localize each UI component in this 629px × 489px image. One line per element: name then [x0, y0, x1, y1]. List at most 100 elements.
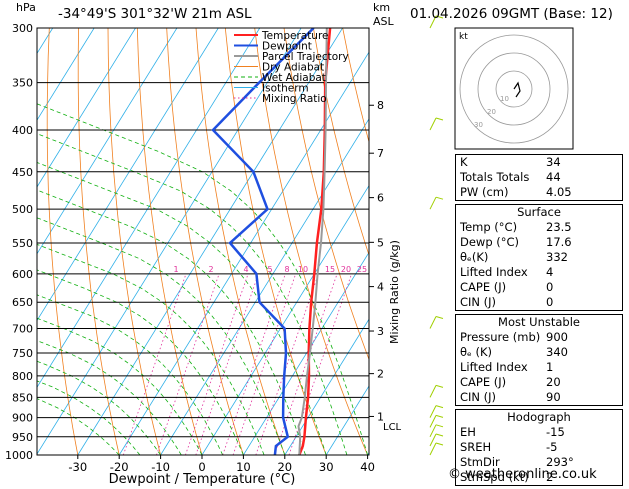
surface-value: 17.6	[546, 235, 572, 249]
most-unstable-label: Lifted Index	[460, 360, 528, 374]
wind-barb	[429, 405, 437, 418]
temperature-tick-label: 20	[277, 460, 292, 474]
hodograph: kt 10 20 30	[454, 27, 574, 150]
most-unstable-label: CAPE (J)	[460, 375, 507, 389]
wet-adiabat-line	[37, 294, 224, 455]
temperature-tick-label: 0	[198, 460, 205, 474]
wind-barb-feather	[435, 15, 444, 19]
mixing-ratio-label: 8	[284, 265, 289, 274]
dewpoint-curve	[211, 28, 315, 455]
surface-value: 0	[546, 295, 554, 309]
surface-row: Dewp (°C) 17.6	[456, 235, 622, 250]
legend-item: Temperature	[261, 30, 329, 42]
hodograph-label: StmDir	[460, 455, 500, 469]
surface-value: 23.5	[546, 220, 572, 234]
index-row: K 34	[456, 155, 622, 170]
indices-panel: K 34 Totals Totals 44 PW (cm) 4.05 Surface Te…	[455, 154, 623, 489]
wind-barb-feather	[435, 424, 444, 428]
mixing-ratio-label: 2	[208, 265, 213, 274]
wind-barb	[429, 117, 437, 131]
skewt-grid	[0, 28, 369, 455]
surface-box: Surface Temp (°C) 23.5 Dewp (°C) 17.6 θₑ(K) 3…	[455, 204, 623, 311]
km-label: km	[373, 1, 391, 14]
index-label: Totals Totals	[460, 170, 530, 184]
hodograph-frame	[454, 27, 574, 150]
parcel-trajectory-curve	[297, 28, 328, 455]
surface-label: CIN (J)	[460, 295, 497, 309]
dry-adiabat-line	[313, 28, 369, 257]
skewt-axes: 3003504004505005506006507007508008509009…	[5, 22, 402, 486]
most-unstable-title: Most Unstable	[498, 315, 580, 329]
legend-item: Isotherm	[262, 83, 309, 95]
wind-barb	[429, 385, 437, 398]
most-unstable-label: θₑ (K)	[460, 345, 493, 359]
most-unstable-box: Most Unstable Pressure (mb) 900 θₑ (K) 340 L…	[455, 314, 623, 406]
most-unstable-value: 20	[546, 375, 561, 389]
temperature-tick-label: 40	[360, 460, 375, 474]
surface-row: θₑ(K) 332	[456, 250, 622, 265]
wind-barb-feather	[435, 316, 444, 319]
footer-credit: © weatheronline.co.uk	[448, 467, 597, 482]
mixing-ratio-line	[222, 273, 286, 455]
mixing-ratio-line	[195, 273, 259, 455]
pressure-tick-label: 650	[12, 296, 33, 309]
km-tick-label: 8	[377, 99, 384, 112]
isotherm-line	[0, 28, 11, 455]
pressure-tick-label: 400	[12, 124, 33, 137]
wind-barb-feather	[435, 405, 444, 409]
pressure-tick-label: 900	[12, 412, 33, 425]
hodograph-label: EH	[460, 425, 476, 439]
dry-adiabat-line	[136, 28, 203, 455]
surface-title: Surface	[517, 205, 561, 219]
surface-row: CAPE (J) 0	[456, 280, 622, 295]
mixing-ratio-label: 25	[357, 265, 367, 274]
datetime-title: 01.04.2026 09GMT (Base: 12)	[410, 6, 613, 22]
x-axis-title: Dewpoint / Temperature (°C)	[109, 472, 296, 486]
index-value: 34	[546, 155, 561, 169]
hodograph-kt-label: kt	[459, 32, 468, 42]
pressure-tick-label: 500	[12, 203, 33, 216]
temperature-tick-label: 10	[236, 460, 251, 474]
isotherm-line	[37, 28, 178, 255]
pressure-tick-label: 850	[12, 391, 33, 404]
pressure-tick-label: 950	[12, 431, 33, 444]
hodograph-row: StmSpd (kt) 2	[456, 470, 622, 485]
surface-row: Temp (°C) 23.5	[456, 220, 622, 235]
hodograph-ring-label: 30	[474, 121, 483, 129]
most-unstable-row: θₑ (K) 340	[456, 345, 622, 360]
surface-label: Lifted Index	[460, 265, 528, 279]
km-tick-label: 3	[377, 325, 384, 338]
km-tick-label: 1	[377, 410, 384, 423]
pressure-tick-label: 550	[12, 237, 33, 250]
wind-barb	[429, 196, 437, 210]
wind-barb-feather	[435, 196, 444, 200]
hodograph-box: Hodograph EH -15 SREH -5 StmDir 293° StmSpd (k…	[455, 409, 623, 486]
surface-value: 4	[546, 265, 554, 279]
hodograph-ring-label: 10	[500, 95, 509, 103]
hodograph-value: 293°	[546, 455, 574, 469]
wind-barb	[429, 316, 437, 329]
surface-label: Temp (°C)	[460, 220, 518, 234]
index-row: PW (cm) 4.05	[456, 185, 622, 200]
surface-value: 332	[546, 250, 568, 264]
hodograph-title: Hodograph	[507, 410, 571, 424]
temperature-tick-label: -30	[68, 460, 87, 474]
surface-label: CAPE (J)	[460, 280, 507, 294]
hodograph-ring	[477, 52, 551, 126]
isotherm-line	[243, 251, 369, 455]
index-label: PW (cm)	[460, 185, 509, 199]
location-title: -34°49'S 301°32'W 21m ASL	[58, 6, 252, 22]
legend-item: Dewpoint	[262, 41, 312, 53]
isotherm-line	[201, 184, 369, 455]
km-tick-label: 5	[377, 236, 384, 249]
km-tick-label: 4	[377, 281, 384, 294]
legend-item: Parcel Trajectory	[262, 51, 349, 63]
wind-barb	[429, 433, 437, 447]
wind-barb-feather	[435, 117, 444, 121]
km-tick-label: 7	[377, 147, 384, 160]
legend-item: Wet Adiabat	[262, 72, 326, 84]
most-unstable-row: CAPE (J) 20	[456, 375, 622, 390]
legend-item: Dry Adiabat	[262, 62, 324, 74]
